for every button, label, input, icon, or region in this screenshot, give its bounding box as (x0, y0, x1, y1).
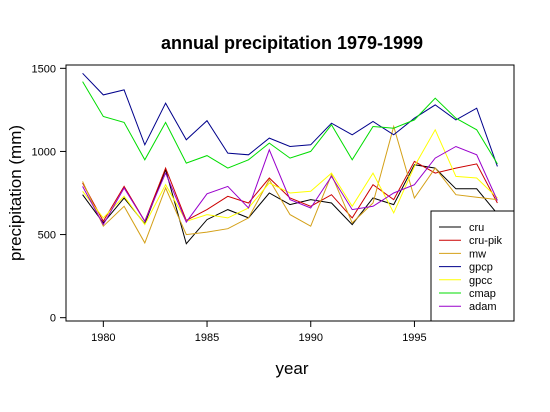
legend-label-cru: cru (469, 222, 484, 234)
series-line-adam (82, 145, 498, 226)
series-line-mw (82, 124, 498, 245)
x-axis-title: year (275, 359, 308, 378)
series-line-gpcp (82, 72, 498, 167)
x-tick-label-1990: 1990 (298, 332, 322, 344)
legend-label-gpcp: gpcp (469, 262, 493, 274)
x-tick-label-1995: 1995 (402, 332, 426, 344)
y-tick-label-0: 0 (50, 313, 56, 325)
y-axis-title: precipitation (mm) (6, 125, 25, 261)
legend-label-adam: adam (469, 301, 497, 313)
x-tick-label-1980: 1980 (91, 332, 115, 344)
y-tick-label-1500: 1500 (32, 63, 56, 75)
series-line-cru-pik (82, 160, 498, 223)
series-line-gpcc (82, 128, 498, 226)
plot-area (65, 64, 515, 322)
series-lines (82, 72, 498, 245)
y-tick-label-500: 500 (38, 230, 56, 242)
x-axis: 1980 1985 1990 1995 (91, 321, 427, 344)
chart-title: annual precipitation 1979-1999 (161, 33, 423, 53)
legend-label-gpcc: gpcc (469, 275, 493, 287)
legend-label-mw: mw (469, 248, 486, 260)
y-tick-label-1000: 1000 (32, 146, 56, 158)
x-tick-label-1985: 1985 (195, 332, 219, 344)
legend-label-cmap: cmap (469, 288, 496, 300)
y-axis: 0 500 1000 1500 (32, 63, 66, 325)
series-line-cmap (82, 81, 498, 169)
legend-box (430, 210, 515, 322)
legend-label-cru-pik: cru-pik (469, 235, 503, 247)
